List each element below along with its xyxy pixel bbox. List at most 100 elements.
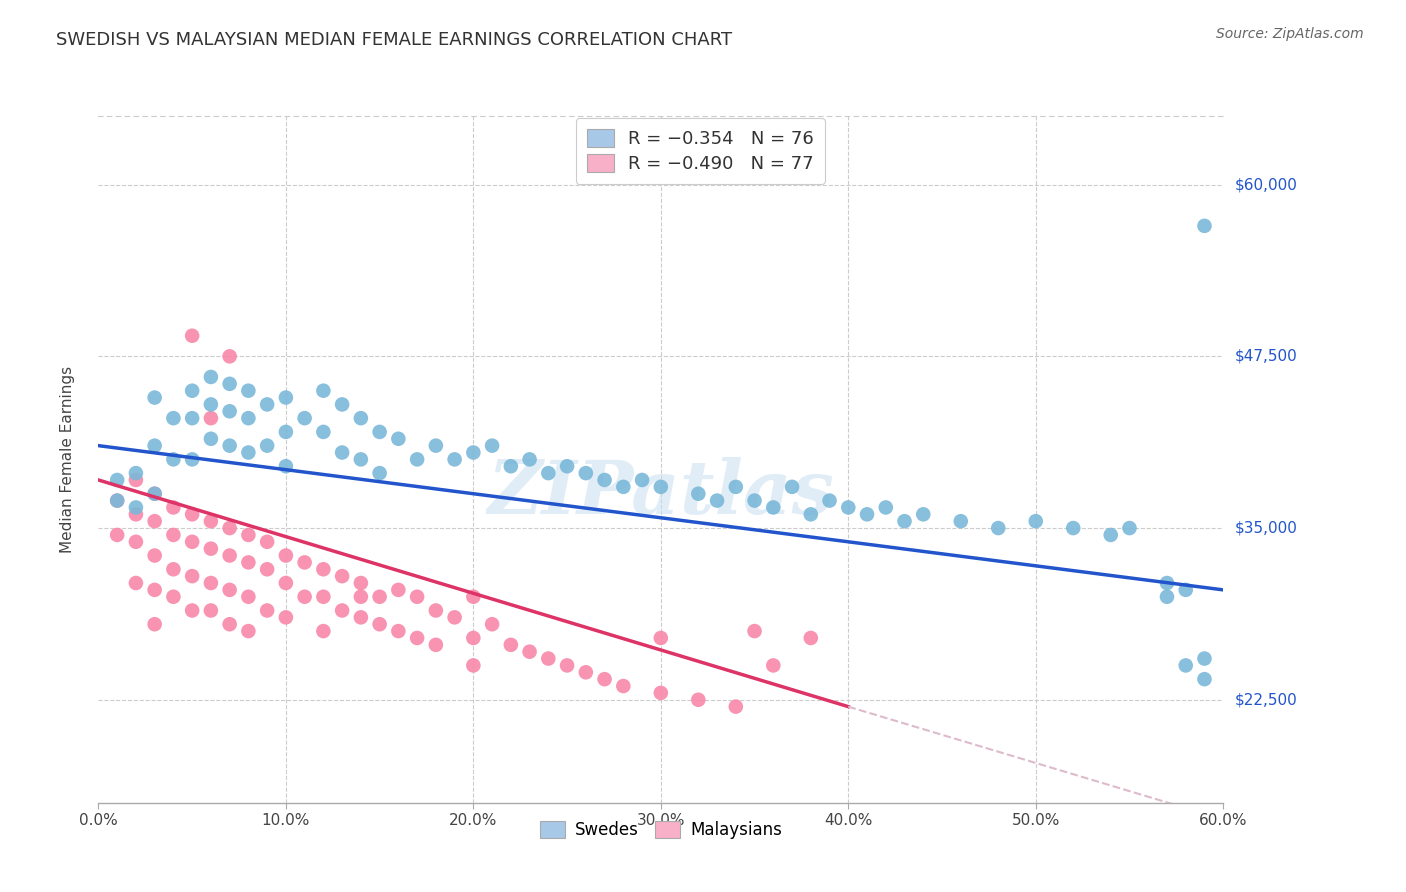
Point	[218, 350, 240, 364]
Point	[350, 576, 373, 591]
Point	[406, 452, 429, 467]
Point	[1194, 672, 1216, 686]
Point	[125, 576, 148, 591]
Point	[463, 658, 485, 673]
Point	[499, 459, 522, 474]
Point	[256, 603, 278, 617]
Point	[443, 610, 465, 624]
Point	[162, 411, 184, 425]
Point	[162, 452, 184, 467]
Point	[443, 452, 465, 467]
Point	[425, 439, 447, 453]
Text: SWEDISH VS MALAYSIAN MEDIAN FEMALE EARNINGS CORRELATION CHART: SWEDISH VS MALAYSIAN MEDIAN FEMALE EARNI…	[56, 31, 733, 49]
Point	[406, 631, 429, 645]
Point	[294, 555, 316, 570]
Point	[312, 384, 335, 398]
Point	[181, 508, 204, 522]
Point	[105, 473, 128, 487]
Point	[818, 493, 841, 508]
Point	[256, 534, 278, 549]
Point	[650, 686, 672, 700]
Point	[143, 487, 166, 501]
Point	[387, 624, 409, 639]
Point	[200, 397, 222, 411]
Point	[125, 466, 148, 480]
Point	[1194, 219, 1216, 233]
Point	[593, 672, 616, 686]
Point	[350, 452, 373, 467]
Point	[274, 576, 297, 591]
Point	[330, 569, 353, 583]
Point	[181, 328, 204, 343]
Point	[368, 590, 391, 604]
Point	[200, 514, 222, 528]
Point	[274, 549, 297, 563]
Point	[312, 562, 335, 576]
Point	[162, 500, 184, 515]
Point	[294, 411, 316, 425]
Point	[463, 590, 485, 604]
Point	[463, 631, 485, 645]
Point	[274, 610, 297, 624]
Point	[105, 493, 128, 508]
Point	[200, 432, 222, 446]
Point	[856, 508, 879, 522]
Point	[762, 658, 785, 673]
Point	[1118, 521, 1140, 535]
Point	[1174, 582, 1197, 597]
Point	[650, 480, 672, 494]
Point	[105, 493, 128, 508]
Point	[181, 411, 204, 425]
Point	[837, 500, 859, 515]
Point	[162, 562, 184, 576]
Point	[274, 425, 297, 439]
Point	[312, 590, 335, 604]
Point	[612, 480, 634, 494]
Point	[575, 466, 598, 480]
Point	[575, 665, 598, 680]
Point	[593, 473, 616, 487]
Point	[463, 445, 485, 459]
Point	[200, 603, 222, 617]
Text: $60,000: $60,000	[1234, 178, 1298, 192]
Point	[238, 590, 260, 604]
Point	[912, 508, 935, 522]
Point	[125, 473, 148, 487]
Point	[1174, 658, 1197, 673]
Point	[893, 514, 915, 528]
Point	[256, 397, 278, 411]
Point	[125, 534, 148, 549]
Point	[200, 370, 222, 384]
Text: $47,500: $47,500	[1234, 349, 1298, 364]
Point	[181, 452, 204, 467]
Point	[724, 480, 747, 494]
Point	[238, 555, 260, 570]
Point	[162, 528, 184, 542]
Point	[256, 439, 278, 453]
Point	[181, 384, 204, 398]
Point	[218, 376, 240, 391]
Y-axis label: Median Female Earnings: Median Female Earnings	[60, 366, 75, 553]
Point	[274, 459, 297, 474]
Point	[350, 590, 373, 604]
Point	[537, 651, 560, 665]
Text: Source: ZipAtlas.com: Source: ZipAtlas.com	[1216, 27, 1364, 41]
Point	[143, 582, 166, 597]
Point	[688, 693, 710, 707]
Point	[125, 500, 148, 515]
Point	[1025, 514, 1047, 528]
Point	[406, 590, 429, 604]
Point	[1062, 521, 1084, 535]
Point	[1194, 651, 1216, 665]
Point	[987, 521, 1010, 535]
Point	[312, 425, 335, 439]
Point	[481, 617, 503, 632]
Point	[143, 439, 166, 453]
Point	[555, 658, 578, 673]
Text: $35,000: $35,000	[1234, 521, 1298, 535]
Point	[368, 425, 391, 439]
Point	[218, 549, 240, 563]
Point	[218, 582, 240, 597]
Point	[499, 638, 522, 652]
Point	[238, 411, 260, 425]
